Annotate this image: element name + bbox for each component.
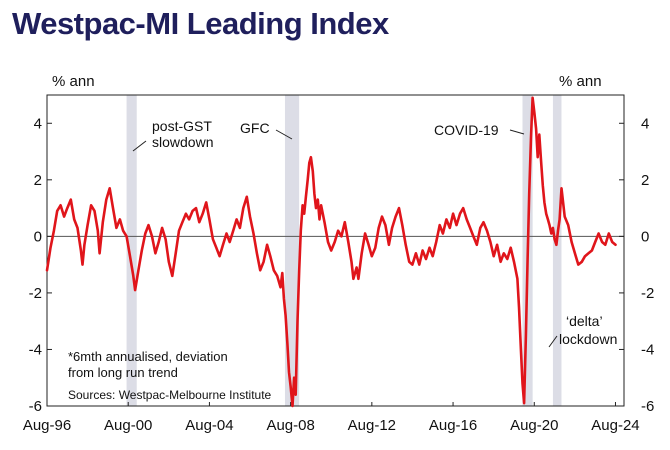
shaded-period	[284, 95, 300, 406]
x-tick-label: Aug-16	[429, 417, 477, 434]
x-tick-label: Aug-04	[185, 417, 233, 434]
x-tick-label: Aug-08	[266, 417, 314, 434]
annotation-gfc-leader	[275, 129, 293, 140]
footnote-line1: *6mth annualised, deviation	[68, 349, 228, 364]
annotation-delta-line1: ‘delta’	[566, 313, 603, 329]
y-axis-label-left: % ann	[52, 73, 95, 90]
y-tick-label-right: 0	[641, 228, 649, 245]
y-tick-label-right: -2	[641, 285, 654, 302]
annotation-covid-leader	[509, 129, 525, 135]
series-line-leading-index	[45, 96, 617, 408]
y-tick-label-left: 0	[34, 228, 42, 245]
annotation-post-gst-leader	[132, 140, 147, 152]
y-tick-label-left: -4	[29, 341, 42, 358]
shaded-period	[552, 95, 562, 406]
y-tick-label-left: 2	[34, 172, 42, 189]
chart-title: Westpac-MI Leading Index	[12, 6, 389, 41]
x-tick-label: Aug-96	[23, 417, 71, 434]
annotation-delta-line2: lockdown	[559, 331, 617, 347]
y-axis-label-right: % ann	[559, 73, 602, 90]
y-tick-label-left: -6	[29, 398, 42, 415]
annotation-post-gst-line2: slowdown	[152, 134, 213, 150]
source-note: Sources: Westpac-Melbourne Institute	[68, 388, 272, 402]
footnote-line2: from long run trend	[68, 365, 178, 380]
x-tick-label: Aug-24	[591, 417, 639, 434]
plot-frame	[46, 94, 625, 407]
y-tick-label-right: -4	[641, 341, 654, 358]
x-axis-ticks: Aug-96 Aug-00 Aug-04 Aug-08 Aug-12 Aug-16 Aug-…	[23, 402, 640, 434]
y-tick-label-right: 2	[641, 172, 649, 189]
y-tick-label-right: -6	[641, 398, 654, 415]
annotation-gfc: GFC	[240, 120, 270, 136]
x-tick-label: Aug-12	[348, 417, 396, 434]
x-tick-label: Aug-20	[510, 417, 558, 434]
y-tick-label-left: -2	[29, 285, 42, 302]
x-tick-label: Aug-00	[104, 417, 152, 434]
y-axis-ticks: 4 4 2 2 0 0 -2 -2 -4 -4 -6 -6	[29, 115, 655, 415]
y-tick-label-right: 4	[641, 115, 649, 132]
annotation-delta-leader	[548, 335, 558, 348]
annotation-covid: COVID-19	[434, 122, 499, 138]
series	[45, 96, 617, 408]
shaded-period	[126, 95, 137, 406]
annotation-post-gst-line1: post-GST	[152, 118, 212, 134]
y-tick-label-left: 4	[34, 115, 42, 132]
